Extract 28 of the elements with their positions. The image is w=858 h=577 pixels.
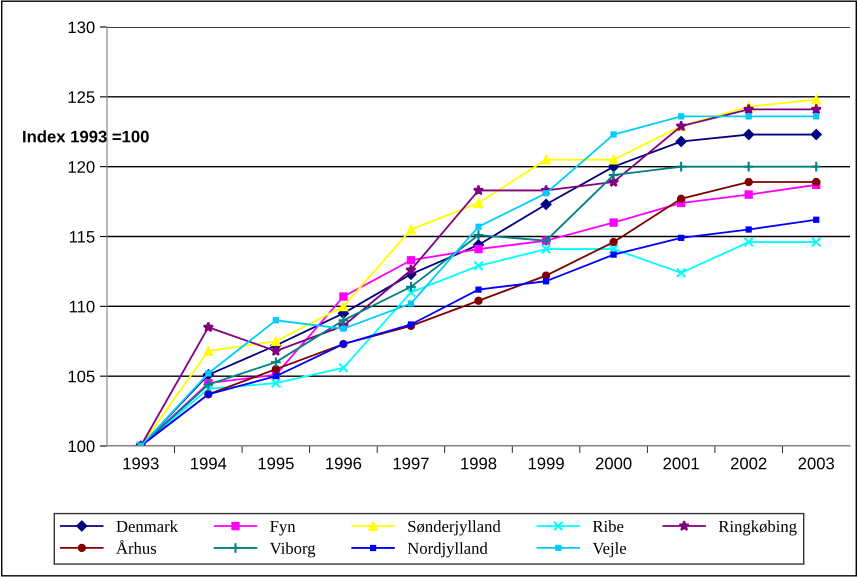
legend-label: Vejle <box>592 542 626 558</box>
y-tick-label: 125 <box>68 91 94 104</box>
x-tick-label: 2000 <box>596 458 632 470</box>
x-tick-label: 1997 <box>394 458 429 470</box>
y-tick-label: 105 <box>68 370 94 382</box>
legend-label: Århus <box>116 540 156 554</box>
y-tick-label: 120 <box>68 161 95 173</box>
legend-label: Viborg <box>270 542 316 558</box>
legend-label: Nordjylland <box>408 542 488 558</box>
x-tick-label: 1993 <box>124 458 159 470</box>
legend-label: Sønderjylland <box>408 520 501 536</box>
legend-label: Ribe <box>592 520 624 532</box>
x-tick-label: 1999 <box>528 458 564 470</box>
y-tick-label: 130 <box>68 21 95 34</box>
legend-label: Denmark <box>116 520 178 532</box>
x-tick-label: 2002 <box>730 458 766 470</box>
x-tick-label: 2001 <box>663 458 699 470</box>
x-tick-label: 1998 <box>461 458 496 470</box>
x-tick-label: 2003 <box>798 458 834 470</box>
legend-label: Ringkøbing <box>718 520 797 536</box>
y-tick-label: 100 <box>68 440 95 452</box>
x-tick-label: 1995 <box>258 458 294 470</box>
y-tick-label: 115 <box>70 231 94 243</box>
x-tick-label: 1996 <box>326 458 362 470</box>
y-axis-title: Index 1993 =100 <box>23 130 149 142</box>
legend-label: Fyn <box>270 520 296 536</box>
y-tick-label: 110 <box>70 300 95 313</box>
x-tick-label: 1994 <box>191 458 226 470</box>
